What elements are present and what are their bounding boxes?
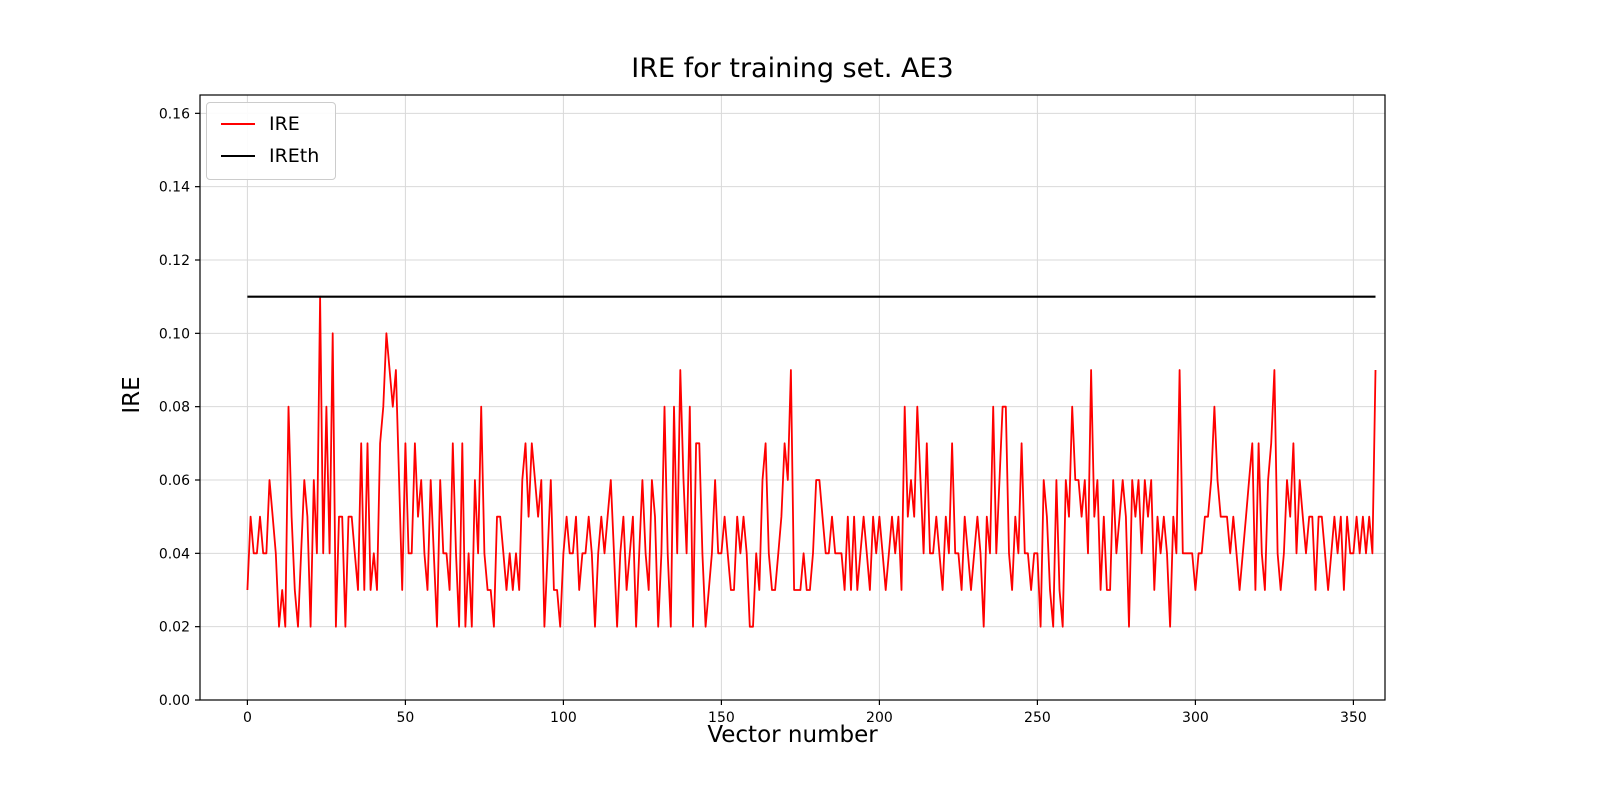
ireth-line-swatch <box>221 155 255 157</box>
legend-label-ire: IRE <box>269 113 300 135</box>
svg-text:250: 250 <box>1024 710 1051 726</box>
svg-text:0.10: 0.10 <box>159 326 190 342</box>
x-axis-label: Vector number <box>707 722 878 748</box>
y-axis-label: IRE <box>119 376 145 414</box>
svg-text:0.16: 0.16 <box>159 106 190 122</box>
legend-label-ireth: IREth <box>269 145 320 167</box>
svg-text:300: 300 <box>1182 710 1209 726</box>
y-tick-labels: 0.00 0.02 0.04 0.06 0.08 0.10 0.12 0.14 0.16 <box>159 106 200 709</box>
svg-text:100: 100 <box>550 710 577 726</box>
legend-item-ire: IRE <box>221 113 319 135</box>
chart-title: IRE for training set. AE3 <box>631 53 954 84</box>
ire-line-swatch <box>221 123 255 125</box>
svg-text:0.02: 0.02 <box>159 620 190 636</box>
svg-text:0: 0 <box>243 710 252 726</box>
svg-text:150: 150 <box>708 710 735 726</box>
svg-text:0.00: 0.00 <box>159 693 190 709</box>
gridlines <box>200 95 1385 701</box>
ire-line <box>246 295 1377 628</box>
x-tick-labels: 0 50 100 150 200 250 300 350 <box>243 700 1367 726</box>
svg-text:0.04: 0.04 <box>159 546 190 562</box>
axes-spines <box>199 94 1386 701</box>
svg-text:0.12: 0.12 <box>159 253 190 269</box>
svg-text:200: 200 <box>866 710 893 726</box>
svg-text:0.06: 0.06 <box>159 473 190 489</box>
svg-text:50: 50 <box>396 710 414 726</box>
legend-item-ireth: IREth <box>221 145 319 167</box>
svg-text:0.14: 0.14 <box>159 180 190 196</box>
svg-text:350: 350 <box>1340 710 1367 726</box>
legend: IRE IREth <box>206 102 337 180</box>
svg-text:0.08: 0.08 <box>159 400 190 416</box>
